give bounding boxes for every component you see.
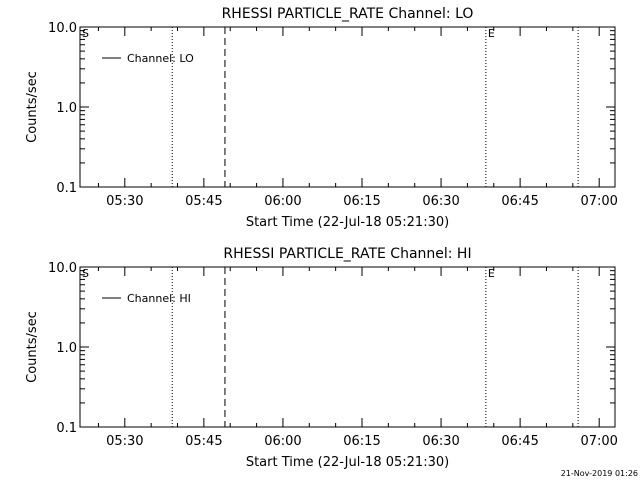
y-tick-label: 1.0 [56,101,77,116]
y-tick-label: 1.0 [56,341,77,356]
y-tick-label: 10.0 [48,21,77,36]
y-tick-label: 10.0 [48,261,77,276]
x-tick-label: 06:30 [422,194,459,209]
event-marker-label: S [82,267,89,280]
event-marker-label: E [488,27,495,40]
x-tick-label: 07:00 [580,434,617,449]
y-tick-label: 0.1 [56,421,77,436]
x-tick-label: 06:45 [501,194,538,209]
y-axis-label: Counts/sec [25,311,40,383]
x-axis-label: Start Time (22-Jul-18 05:21:30) [246,455,449,470]
x-tick-label: 06:45 [501,434,538,449]
event-marker-label: S [82,27,89,40]
x-tick-label: 05:45 [185,434,222,449]
x-tick-label: 06:00 [264,194,301,209]
footer-timestamp: 21-Nov-2019 01:26 [561,469,638,478]
x-tick-label: 05:30 [106,194,143,209]
chart-panel: RHESSI PARTICLE_RATE Channel: LO Start Ti… [25,6,618,230]
x-tick-label: 05:30 [106,434,143,449]
chart-title: RHESSI PARTICLE_RATE Channel: LO [222,6,474,22]
x-tick-label: 05:45 [185,194,222,209]
x-tick-label: 06:15 [343,194,380,209]
legend-label: Channel: LO [127,52,194,65]
x-tick-label: 07:00 [580,194,617,209]
y-axis-label: Counts/sec [25,71,40,143]
x-tick-label: 06:30 [422,434,459,449]
y-tick-label: 0.1 [56,181,77,196]
chart-panel: RHESSI PARTICLE_RATE Channel: HI Start Ti… [25,246,618,470]
chart-panels: RHESSI PARTICLE_RATE Channel: LO Start Ti… [25,6,618,470]
chart-title: RHESSI PARTICLE_RATE Channel: HI [223,246,471,262]
legend-label: Channel: HI [127,292,191,305]
x-axis-label: Start Time (22-Jul-18 05:21:30) [246,215,449,230]
x-tick-label: 06:15 [343,434,380,449]
x-tick-label: 06:00 [264,434,301,449]
event-marker-label: E [488,267,495,280]
